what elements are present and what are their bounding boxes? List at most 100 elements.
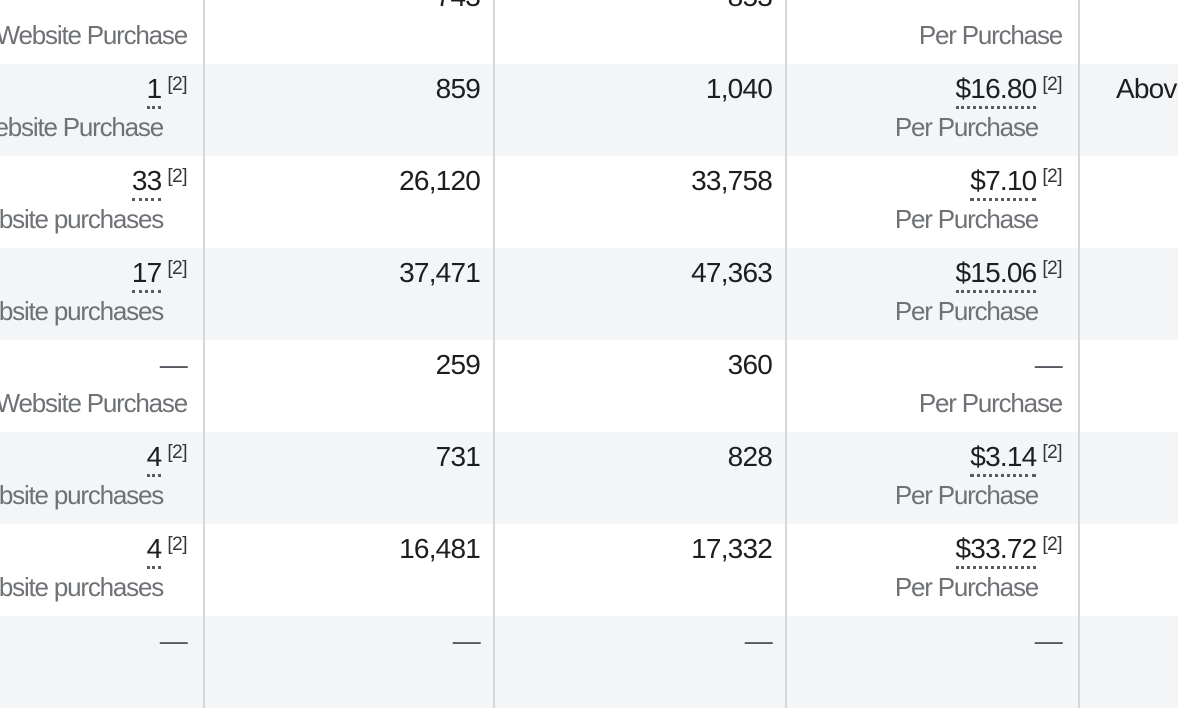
delivery-cell — [1080, 524, 1178, 616]
delivery-cell: Abov — [1080, 64, 1178, 156]
result-value[interactable]: 17 — [131, 257, 162, 293]
reach-cell: 16,481 — [205, 524, 495, 616]
result-type-label: Website purchases — [0, 296, 164, 326]
table-row[interactable]: 33[2] Website purchases 26,120 33,758 $7… — [0, 156, 1178, 248]
impressions-value: 828 — [727, 441, 773, 472]
table-row[interactable]: — Website Purchase 743 853 — Per Purchas… — [0, 0, 1178, 64]
result-type-label: Website Purchase — [0, 112, 164, 142]
reach-value: 16,481 — [399, 533, 481, 564]
reach-cell: 37,471 — [205, 248, 495, 340]
result-value-line: — — [159, 349, 188, 381]
results-cell: 4[2] Website purchases — [0, 432, 205, 524]
cost-value[interactable]: — — [1034, 625, 1063, 656]
reach-value: 859 — [435, 73, 481, 104]
impressions-value: 853 — [728, 0, 773, 13]
reach-value: 731 — [435, 441, 481, 472]
cost-value[interactable]: $33.72 — [955, 533, 1037, 569]
impressions-cell: 853 — [495, 0, 787, 64]
cost-value[interactable]: $16.80 — [955, 73, 1037, 109]
cost-type-label: Per Purchase — [894, 480, 1039, 510]
results-cell: 17[2] Website purchases — [0, 248, 205, 340]
impressions-value: 17,332 — [691, 533, 773, 564]
result-value[interactable]: — — [159, 625, 188, 656]
delivery-cell — [1080, 156, 1178, 248]
result-value[interactable]: 1 — [146, 73, 162, 109]
cost-type-label: Per Purchase — [894, 572, 1039, 602]
impressions-cell: 1,040 — [495, 64, 787, 156]
delivery-cell — [1080, 616, 1178, 708]
result-value-line: — — [160, 0, 188, 13]
results-cell: — Website Purchase — [0, 340, 205, 432]
result-value[interactable]: 4 — [146, 533, 162, 569]
table-row[interactable]: — — — — — [0, 616, 1178, 708]
cost-value-line: $15.06 [2] — [955, 257, 1062, 293]
result-value[interactable]: 4 — [146, 441, 162, 477]
result-value-line: 33 [2] — [131, 165, 187, 201]
results-cell: 4[2] Website purchases — [0, 524, 205, 616]
footnote-marker: [2] — [167, 258, 187, 279]
cost-value-line: $3.14 [2] — [970, 441, 1062, 477]
cost-per-result-cell: — — [787, 616, 1080, 708]
impressions-value: 33,758 — [691, 165, 773, 196]
footnote-marker: [2] — [167, 442, 187, 463]
cost-type-label: Per Purchase — [894, 112, 1039, 142]
impressions-cell: 360 — [495, 340, 787, 432]
table-row[interactable]: 4[2] Website purchases 731 828 $3.14[2] … — [0, 432, 1178, 524]
cost-value[interactable]: — — [1035, 0, 1063, 13]
reach-value: 26,120 — [399, 165, 481, 196]
cost-type-label: Per Purchase — [918, 388, 1063, 418]
reach-cell: 743 — [205, 0, 495, 64]
impressions-value: 47,363 — [691, 257, 773, 288]
quality-ranking-text: Abov — [1116, 73, 1177, 104]
cost-per-result-cell: $15.06 [2] Per Purchase — [787, 248, 1080, 340]
impressions-value: — — [744, 625, 773, 656]
delivery-cell — [1080, 0, 1178, 64]
results-cell: 1[2] Website Purchase — [0, 64, 205, 156]
reach-cell: 26,120 — [205, 156, 495, 248]
footnote-marker: [2] — [167, 74, 187, 95]
footnote-marker: [2] — [1042, 258, 1062, 279]
result-type-label: Website purchases — [0, 572, 164, 602]
reach-cell: — — [205, 616, 495, 708]
cost-value-line: — — [1035, 0, 1063, 13]
cost-value[interactable]: $3.14 — [970, 441, 1037, 477]
result-value-line: — — [159, 625, 188, 657]
reach-value: 37,471 — [399, 257, 481, 288]
cost-value-line: — — [1034, 349, 1063, 381]
footnote-marker: [2] — [1042, 74, 1062, 95]
impressions-cell: 828 — [495, 432, 787, 524]
cost-type-label: Per Purchase — [894, 296, 1039, 326]
reach-value: 743 — [436, 0, 481, 13]
cost-type-label: Per Purchase — [894, 204, 1039, 234]
table-row[interactable]: 4[2] Website purchases 16,481 17,332 $33… — [0, 524, 1178, 616]
table-row[interactable]: — Website Purchase 259 360 — Per Purchas… — [0, 340, 1178, 432]
footnote-marker: [2] — [167, 534, 187, 555]
table-row[interactable]: 17[2] Website purchases 37,471 47,363 $1… — [0, 248, 1178, 340]
cost-value-line: $16.80 [2] — [955, 73, 1062, 109]
result-value-line: 17 [2] — [131, 257, 187, 293]
delivery-cell — [1080, 340, 1178, 432]
result-value-line: 1 [2] — [146, 73, 187, 109]
result-value[interactable]: 33 — [131, 165, 162, 201]
footnote-marker: [2] — [1042, 534, 1062, 555]
result-type-label: Website Purchase — [0, 20, 188, 50]
cost-value-line: — — [1034, 625, 1063, 657]
reach-value: — — [452, 625, 481, 656]
result-value[interactable]: — — [159, 349, 188, 380]
cost-per-result-cell: $33.72 [2] Per Purchase — [787, 524, 1080, 616]
result-type-label: Website Purchase — [0, 388, 188, 418]
cost-value[interactable]: $7.10 — [970, 165, 1037, 201]
cost-value[interactable]: — — [1034, 349, 1063, 380]
delivery-cell — [1080, 432, 1178, 524]
impressions-value: 360 — [727, 349, 773, 380]
result-value-line: 4 [2] — [146, 533, 187, 569]
footnote-marker: [2] — [1042, 166, 1062, 187]
result-value[interactable]: — — [160, 0, 188, 13]
result-value-line: 4 [2] — [146, 441, 187, 477]
impressions-cell: 47,363 — [495, 248, 787, 340]
cost-per-result-cell: $7.10 [2] Per Purchase — [787, 156, 1080, 248]
cost-value[interactable]: $15.06 — [955, 257, 1037, 293]
result-type-label: Website purchases — [0, 480, 164, 510]
table-row[interactable]: 1[2] Website Purchase 859 1,040 $16.80[2… — [0, 64, 1178, 156]
